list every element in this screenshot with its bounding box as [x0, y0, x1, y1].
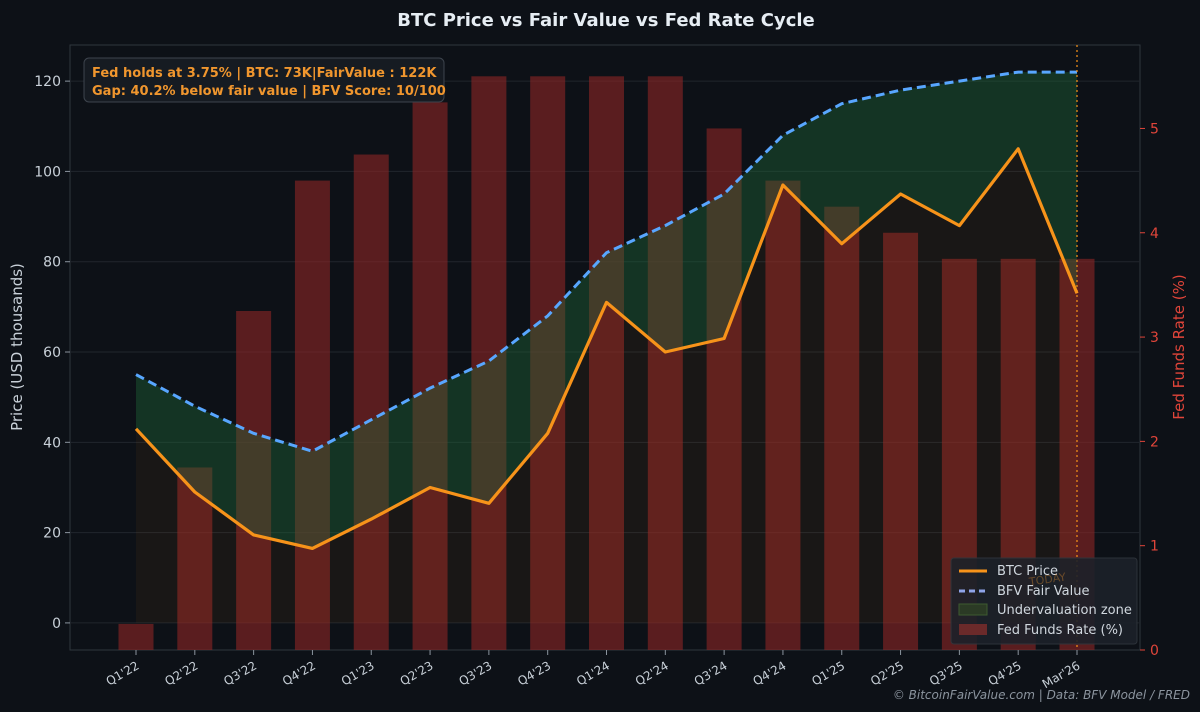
- today-label: TODAY: [1027, 570, 1067, 588]
- right-axis: 0 1 2 3 4 5: [1140, 121, 1159, 659]
- y-right-tick-label: 5: [1150, 121, 1159, 137]
- fed-rate-bar: [177, 467, 213, 650]
- fed-rate-bar: [236, 310, 272, 650]
- legend-label-undervaluation: Undervaluation zone: [997, 603, 1132, 618]
- fed-rate-bar: [706, 128, 742, 651]
- btc-price-line: [134, 147, 1079, 551]
- footer-credit: © BitcoinFairValue.com | Data: BFV Model…: [893, 688, 1190, 702]
- y-tick-label: 120: [34, 74, 61, 90]
- y-tick-label: 100: [34, 164, 61, 180]
- y-tick-label: 20: [43, 526, 61, 542]
- fed-rate-bar: [294, 180, 330, 650]
- series-lines: [134, 45, 1079, 650]
- annotation-box: Fed holds at 3.75% | BTC: 73K|FairValue …: [83, 57, 446, 103]
- legend-label-fair-value: BFV Fair Value: [997, 584, 1089, 599]
- fair-value-line: [135, 70, 1077, 453]
- fed-rate-bar: [883, 232, 919, 651]
- fed-rate-bar: [118, 623, 154, 650]
- y-tick-label: 60: [43, 345, 61, 361]
- y-right-tick-label: 1: [1150, 539, 1159, 555]
- y-right-tick-label: 0: [1150, 643, 1159, 659]
- btc-shade: [136, 148, 1077, 623]
- fed-rate-bar: [765, 180, 801, 650]
- fed-rate-bar: [412, 102, 448, 651]
- left-axis: 0 20 40 60 80 100 120: [34, 74, 70, 632]
- y-axis-right-label: Fed Funds Rate (%): [1170, 274, 1188, 419]
- fed-rate-bar: [530, 76, 566, 651]
- annotation-line-1: Fed holds at 3.75% | BTC: 73K|FairValue …: [92, 66, 437, 81]
- legend-label-fed-rate: Fed Funds Rate (%): [997, 623, 1123, 638]
- y-right-tick-label: 3: [1150, 330, 1159, 346]
- undervaluation-area: [136, 72, 1077, 623]
- y-tick-label: 80: [43, 255, 61, 271]
- fed-rate-bar: [824, 206, 860, 650]
- legend-swatch-undervaluation: [958, 603, 988, 616]
- annotation-background: [83, 57, 445, 103]
- fed-rate-bar: [589, 76, 624, 651]
- undervaluation-zone: [136, 72, 1077, 549]
- chart-title: BTC Price vs Fair Value vs Fed Rate Cycl…: [397, 10, 815, 31]
- y-right-tick-label: 4: [1150, 226, 1159, 242]
- annotation-line-2: Gap: 40.2% below fair value | BFV Score:…: [92, 84, 446, 99]
- y-tick-label: 40: [43, 435, 61, 451]
- fed-rate-bar: [353, 154, 389, 650]
- fed-rate-bar: [471, 76, 507, 651]
- y-axis-label: Price (USD thousands): [8, 263, 26, 431]
- legend: BTC Price BFV Fair Value Undervaluation …: [950, 557, 1138, 645]
- y-tick-label: 0: [52, 616, 61, 632]
- fed-rate-bar: [647, 76, 683, 651]
- y-right-tick-label: 2: [1150, 434, 1159, 450]
- legend-label-btc: BTC Price: [997, 564, 1058, 579]
- legend-swatch-fed-rate: [959, 624, 987, 635]
- legend-box: [950, 557, 1138, 645]
